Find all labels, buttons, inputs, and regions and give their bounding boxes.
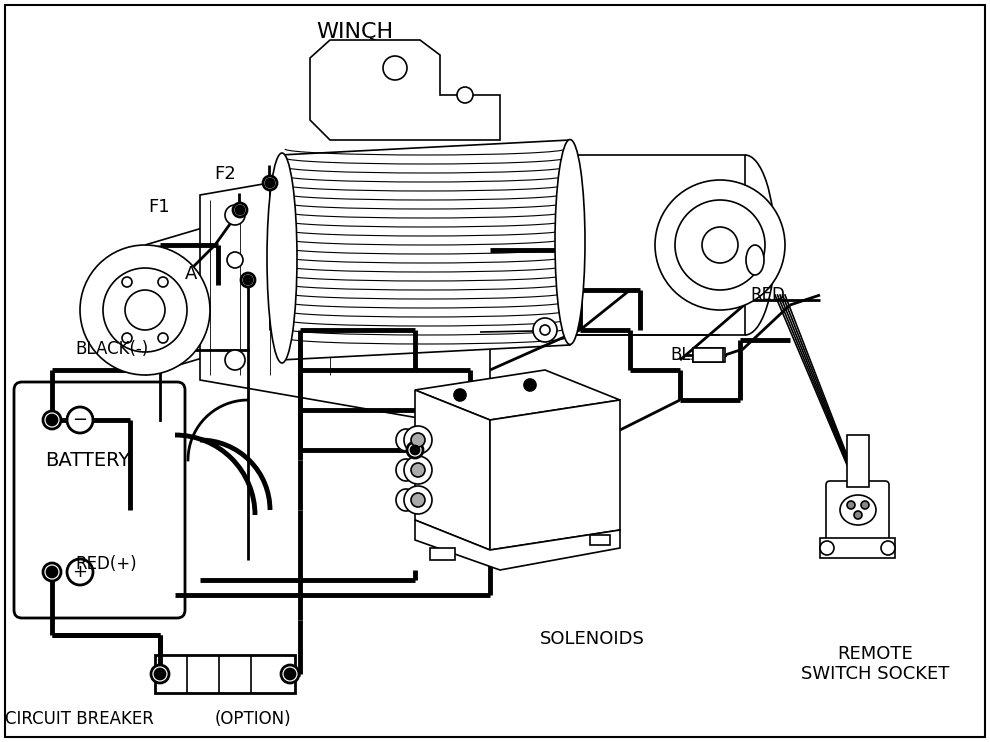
FancyBboxPatch shape: [826, 481, 889, 544]
Circle shape: [404, 486, 432, 514]
Bar: [430, 548, 455, 560]
Text: SWITCH SOCKET: SWITCH SOCKET: [801, 665, 949, 683]
Text: −: −: [72, 411, 87, 429]
Bar: [155, 655, 295, 693]
Ellipse shape: [396, 459, 416, 481]
Circle shape: [227, 252, 243, 268]
Polygon shape: [310, 40, 500, 140]
Text: A: A: [185, 265, 197, 283]
Circle shape: [524, 379, 536, 391]
Circle shape: [411, 463, 425, 477]
Text: REMOTE: REMOTE: [838, 645, 913, 663]
Circle shape: [285, 669, 295, 679]
Ellipse shape: [267, 153, 297, 363]
Ellipse shape: [746, 245, 764, 275]
Ellipse shape: [840, 495, 876, 525]
Polygon shape: [200, 155, 490, 420]
Circle shape: [881, 541, 895, 555]
Circle shape: [67, 407, 93, 433]
Circle shape: [854, 511, 862, 519]
Text: BLACK(-): BLACK(-): [75, 340, 148, 358]
Text: +: +: [72, 563, 87, 581]
Circle shape: [47, 567, 57, 577]
Circle shape: [122, 333, 132, 343]
Text: BATTERY: BATTERY: [45, 450, 131, 470]
Polygon shape: [280, 140, 570, 360]
Bar: [693, 348, 723, 362]
Circle shape: [236, 206, 244, 214]
Circle shape: [43, 411, 61, 429]
Circle shape: [103, 268, 187, 352]
Ellipse shape: [396, 489, 416, 511]
Circle shape: [407, 442, 423, 458]
Text: F2: F2: [214, 165, 236, 183]
Circle shape: [263, 176, 277, 190]
Polygon shape: [415, 520, 620, 570]
Text: RED: RED: [750, 286, 785, 304]
Circle shape: [266, 179, 274, 187]
Circle shape: [454, 389, 466, 401]
Circle shape: [411, 446, 419, 454]
Circle shape: [244, 276, 252, 284]
Circle shape: [702, 227, 738, 263]
Ellipse shape: [555, 139, 585, 344]
Circle shape: [125, 290, 165, 330]
Circle shape: [457, 87, 473, 103]
Circle shape: [151, 665, 169, 683]
Polygon shape: [490, 400, 620, 550]
Circle shape: [80, 245, 210, 375]
Circle shape: [281, 665, 299, 683]
Text: BLACK: BLACK: [670, 346, 725, 364]
Circle shape: [67, 559, 93, 585]
Polygon shape: [415, 370, 620, 420]
Circle shape: [225, 205, 245, 225]
Circle shape: [158, 333, 168, 343]
Bar: [570, 155, 745, 335]
Bar: [820, 538, 895, 558]
Text: F1: F1: [148, 198, 169, 216]
Bar: [590, 535, 610, 545]
Circle shape: [861, 501, 869, 509]
Circle shape: [404, 456, 432, 484]
Bar: [693, 348, 725, 362]
Text: (OPTION): (OPTION): [215, 710, 292, 728]
Circle shape: [533, 318, 557, 342]
Circle shape: [225, 350, 245, 370]
Circle shape: [411, 433, 425, 447]
Circle shape: [655, 180, 785, 310]
Text: SOLENOIDS: SOLENOIDS: [540, 630, 644, 648]
Ellipse shape: [396, 429, 416, 451]
Circle shape: [404, 426, 432, 454]
Circle shape: [411, 493, 425, 507]
Circle shape: [158, 277, 168, 287]
Circle shape: [847, 501, 855, 509]
Text: CIRCUIT BREAKER: CIRCUIT BREAKER: [5, 710, 153, 728]
Text: RED(+): RED(+): [75, 555, 137, 573]
Circle shape: [241, 273, 255, 287]
Circle shape: [122, 277, 132, 287]
Circle shape: [540, 325, 550, 335]
Circle shape: [675, 200, 765, 290]
Circle shape: [233, 203, 247, 217]
FancyBboxPatch shape: [14, 382, 185, 618]
Circle shape: [47, 415, 57, 425]
Bar: [847, 435, 869, 487]
Text: WINCH: WINCH: [317, 22, 394, 42]
Circle shape: [383, 56, 407, 80]
Polygon shape: [415, 390, 490, 550]
Circle shape: [155, 669, 165, 679]
Circle shape: [820, 541, 834, 555]
Circle shape: [43, 563, 61, 581]
